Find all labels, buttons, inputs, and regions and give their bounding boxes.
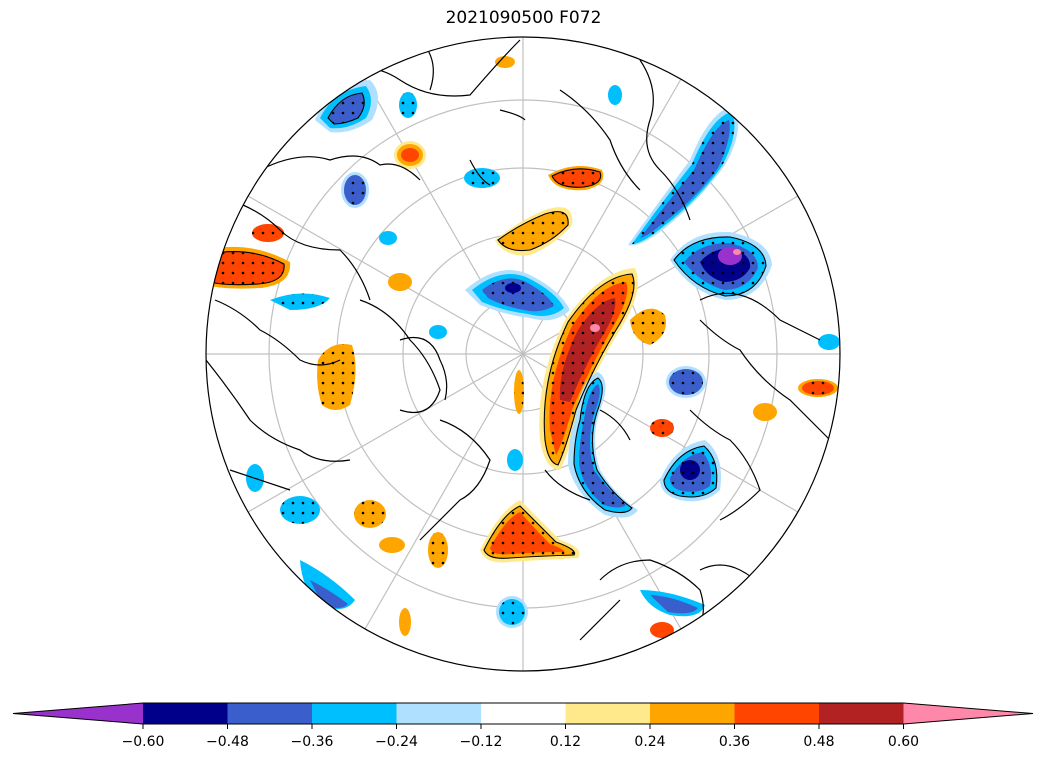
anomaly-contours	[209, 92, 767, 559]
colorbar-tick-label: 0.36	[719, 734, 750, 750]
map-boundary	[205, 36, 841, 672]
colorbar-tick-label: −0.24	[375, 734, 418, 750]
colorbar-segment	[819, 703, 904, 724]
colorbar-outline	[12, 702, 1034, 725]
colorbar-ticks: −0.60 −0.48 −0.36 −0.24 −0.12 0.12 0.24 0.36 0.4…	[122, 724, 919, 750]
colorbar-segment	[565, 703, 651, 724]
anomaly-field	[206, 56, 840, 638]
colorbar-segment	[734, 703, 820, 724]
colorbar-tick-label: −0.60	[122, 734, 165, 750]
coastlines	[206, 39, 831, 641]
colorbar-segment	[650, 703, 735, 724]
colorbar-tick-label: 0.12	[550, 734, 581, 750]
colorbar-tick-label: −0.48	[206, 734, 249, 750]
colorbar-segments	[12, 702, 1034, 725]
colorbar-extend-high	[903, 703, 1033, 724]
colorbar-tick-label: −0.12	[460, 734, 503, 750]
colorbar-tick-label: 0.48	[803, 734, 834, 750]
colorbar-segment	[312, 703, 397, 724]
colorbar-tick-label: 0.24	[634, 734, 665, 750]
polar-map	[205, 36, 841, 672]
colorbar-tick-label: −0.36	[291, 734, 334, 750]
colorbar-extend-low	[13, 703, 143, 724]
map-title: 2021090500 F072	[445, 8, 602, 28]
colorbar-segment	[143, 703, 228, 724]
colorbar-segment	[227, 703, 313, 724]
colorbar-segment	[396, 703, 482, 724]
colorbar-tick-label: 0.60	[888, 734, 919, 750]
colorbar-segment	[481, 703, 566, 724]
